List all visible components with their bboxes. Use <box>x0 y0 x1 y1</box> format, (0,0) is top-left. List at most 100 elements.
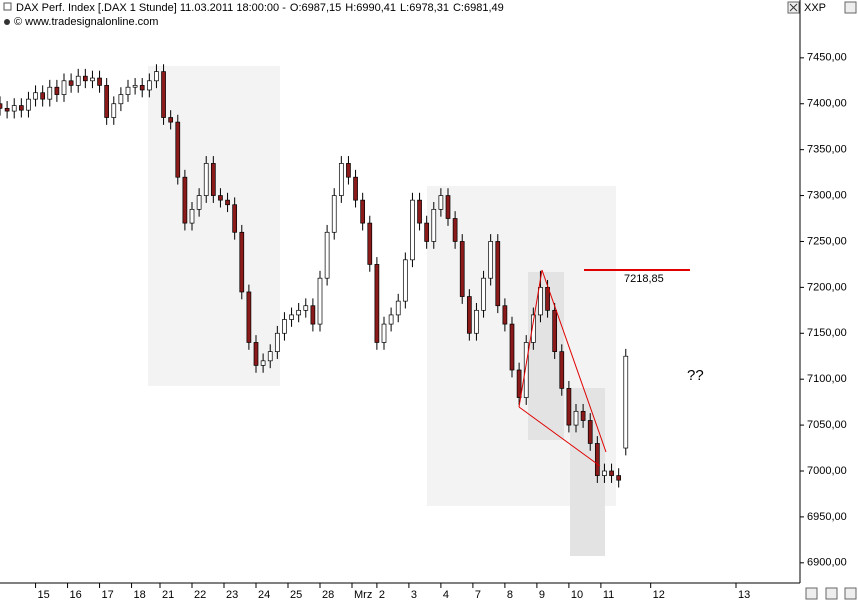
x-tick-label: 21 <box>162 589 174 601</box>
x-tick-label: 25 <box>290 589 302 601</box>
trend-line <box>541 269 607 453</box>
y-tick-label: 7100,00 <box>807 373 847 385</box>
icon <box>4 19 10 25</box>
candle-body <box>395 300 401 316</box>
candle-body <box>125 86 131 95</box>
candle-body <box>82 75 88 82</box>
candle-body <box>253 342 259 366</box>
candle-body <box>296 309 302 316</box>
candle-body <box>260 360 266 366</box>
x-tick-label: Mrz <box>354 589 372 601</box>
trend-line <box>518 406 601 467</box>
candle-body <box>367 222 373 265</box>
candle-body <box>331 195 337 233</box>
candle-body <box>317 277 323 325</box>
candle-body <box>566 388 572 426</box>
x-tick-label: 16 <box>70 589 82 601</box>
y-tick-label: 7150,00 <box>807 327 847 339</box>
candle-body <box>466 296 472 334</box>
candle-body <box>11 105 17 112</box>
candle-body <box>552 309 558 352</box>
scroll-button[interactable] <box>805 587 818 600</box>
candle-body <box>417 199 422 224</box>
candle-body <box>196 195 202 210</box>
icon[interactable] <box>3 2 12 11</box>
candle-body <box>175 121 181 178</box>
x-tick-label: 18 <box>134 589 146 601</box>
candle-body <box>182 176 188 224</box>
candle-body <box>168 117 174 123</box>
y-tick-label: 7000,00 <box>807 465 847 477</box>
candle-body <box>495 241 501 307</box>
x-tick-label: 12 <box>653 589 665 601</box>
x-tick-label: 11 <box>603 589 614 601</box>
candle-body <box>139 85 145 91</box>
candle-body <box>459 241 465 297</box>
scroll-button[interactable] <box>844 587 857 600</box>
y-tick-label: 7400,00 <box>807 98 847 110</box>
header-value: L:6978,31 <box>400 2 449 14</box>
x-tick-label: 23 <box>226 589 238 601</box>
candle-body <box>90 77 95 82</box>
x-tick-label: 10 <box>571 589 583 601</box>
x-tick-label: 2 <box>379 589 385 601</box>
x-tick-label: 7 <box>475 589 481 601</box>
subtitle: © www.tradesignalonline.com <box>14 16 158 28</box>
candle-body <box>203 163 209 196</box>
candle-body <box>474 309 479 334</box>
scroll-button[interactable] <box>825 587 838 600</box>
close-button[interactable] <box>844 1 857 14</box>
candle-body <box>523 342 529 398</box>
candle-body <box>225 199 230 206</box>
y-tick-label: 6950,00 <box>807 511 847 523</box>
header-value: C:6981,49 <box>453 2 504 14</box>
corner-label: XXP <box>804 2 826 14</box>
x-tick-label: 13 <box>738 589 750 601</box>
candle-body <box>310 305 316 325</box>
candle-body <box>516 369 522 398</box>
candle-body <box>587 420 593 444</box>
candle-body <box>239 231 245 293</box>
x-tick-label: 9 <box>539 589 545 601</box>
y-tick-label: 7200,00 <box>807 281 847 293</box>
candle-body <box>282 319 287 334</box>
y-tick-label: 7300,00 <box>807 189 847 201</box>
candle-body <box>104 85 110 118</box>
candle-body <box>509 323 515 371</box>
close-icon <box>789 3 798 12</box>
candle-body <box>609 470 614 476</box>
x-tick-label: 15 <box>38 589 50 601</box>
candle-body <box>47 86 53 100</box>
candle-body <box>623 355 629 449</box>
candle-body <box>530 314 536 343</box>
candle-body <box>360 199 366 224</box>
candle-body <box>346 163 351 178</box>
candle-body <box>274 332 280 352</box>
x-tick-label: 4 <box>443 589 449 601</box>
candle-body <box>26 98 31 111</box>
x-tick-label: 3 <box>411 589 417 601</box>
candle-body <box>545 287 550 311</box>
candle-body <box>410 199 415 261</box>
candle-body <box>602 470 607 476</box>
candle-body <box>481 277 486 311</box>
x-tick-label: 8 <box>507 589 513 601</box>
plot-area <box>0 64 629 488</box>
candle-body <box>68 80 74 86</box>
candle-body <box>431 208 437 242</box>
candle-body <box>146 80 152 91</box>
candle-body <box>210 163 216 196</box>
candle-body <box>402 259 408 302</box>
candle-body <box>452 218 458 242</box>
candle-body <box>488 241 494 279</box>
candle-body <box>616 475 622 481</box>
candle-body <box>118 94 124 105</box>
candle-body <box>303 305 309 311</box>
level-label: 7218,85 <box>624 273 664 285</box>
x-tick-label: 28 <box>322 589 334 601</box>
candle-body <box>132 85 138 88</box>
candle-body <box>594 443 600 476</box>
candle-body <box>97 77 102 86</box>
y-tick-label: 7050,00 <box>807 419 847 431</box>
header-value: O:6987,15 <box>290 2 341 14</box>
